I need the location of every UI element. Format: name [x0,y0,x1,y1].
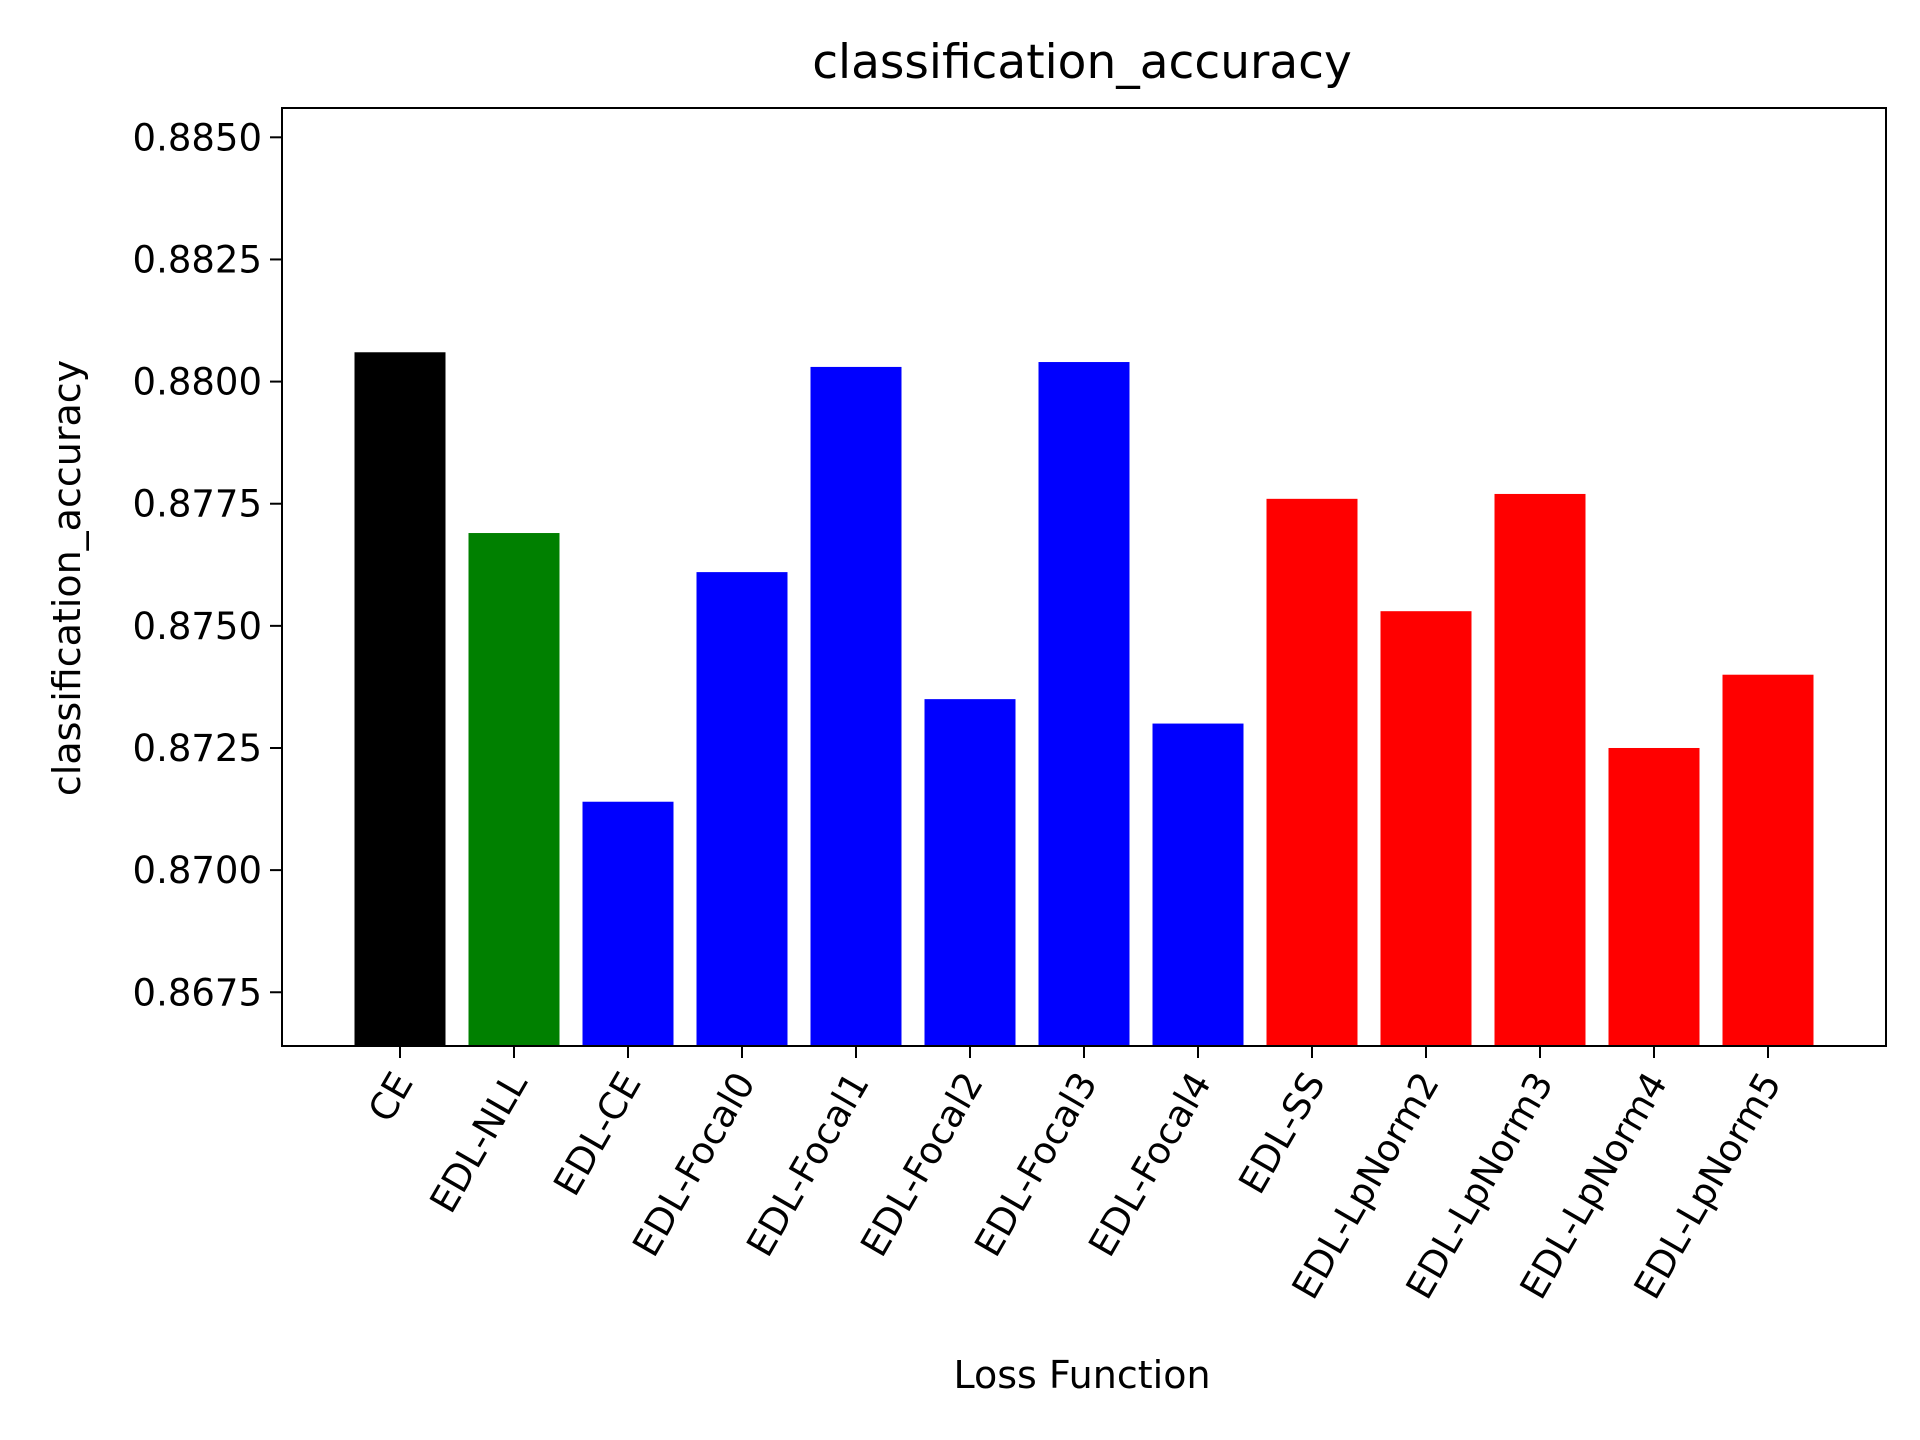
x-axis-label: Loss Function [953,1353,1210,1397]
bar-edl-lpnorm2 [1380,611,1472,1046]
bar-edl-focal0 [696,572,788,1046]
bar-edl-focal4 [1152,723,1244,1046]
bar-edl-lpnorm3 [1494,493,1586,1047]
y-tick-label: 0.8825 [133,238,262,281]
bar-edl-ss [1266,498,1358,1046]
x-axis: CE EDL-NLL EDL-CEEDL-Focal0EDL-Focal1EDL-F… [360,1046,1790,1306]
plot-frame [281,107,1887,1047]
y-tick-label: 0.8850 [133,116,262,159]
y-tick-label: 0.8800 [133,361,262,404]
chart-title: classification_accuracy [812,35,1352,90]
y-tick-label: 0.8725 [133,727,262,770]
bar-edl-ce [582,801,674,1046]
y-tick-label: 0.8700 [133,849,262,892]
x-tick-label: CE [360,1065,422,1129]
y-tick-label: 0.8750 [133,605,262,648]
y-axis: 0.8675 0.8700 0.8725 0.8750 0.8775 0.8800 0.88… [133,116,282,1014]
y-tick-label: 0.8775 [133,483,262,526]
bar-edl-focal2 [924,699,1016,1046]
x-tick-label: EDL-Focal4 [1080,1065,1220,1264]
bar-edl-lpnorm5 [1722,674,1814,1046]
x-tick-label: EDL-CE [545,1065,649,1203]
bar-edl-focal1 [810,366,902,1046]
y-axis-label: classification_accuracy [45,360,89,796]
bar-edl-focal3 [1038,362,1130,1047]
x-tick-label: EDL-SS [1230,1065,1333,1201]
x-tick-label: EDL-NLL [422,1065,536,1220]
y-tick-label: 0.8675 [133,971,262,1014]
bar-ce [354,352,446,1046]
bar-edl-lpnorm4 [1608,747,1700,1046]
bars-group [354,352,1814,1047]
bar-edl-nll [468,533,560,1046]
